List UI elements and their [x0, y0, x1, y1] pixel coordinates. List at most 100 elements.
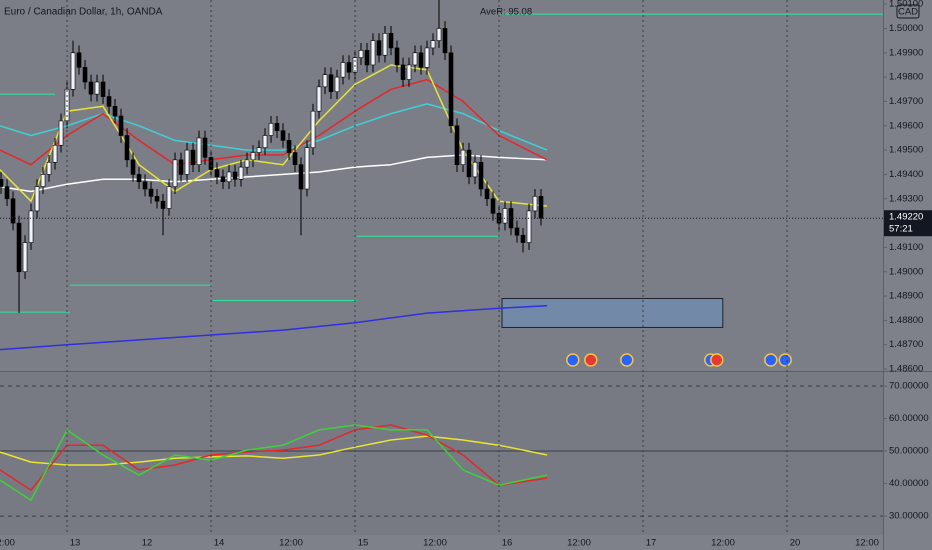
y-tick-label: 1.48600	[889, 364, 923, 375]
candle-body	[16, 222, 22, 273]
candle-body	[520, 234, 526, 243]
candle-body	[202, 137, 208, 158]
candle-body	[442, 28, 448, 54]
y-tick-label: 1.49800	[889, 72, 923, 83]
candle-body	[448, 52, 454, 127]
x-tick-label: 12:00	[855, 538, 879, 549]
candle-body	[22, 242, 28, 273]
x-tick-label: 20	[790, 538, 801, 549]
candle-body	[508, 208, 514, 229]
candle-body	[184, 149, 190, 175]
x-tick-label: 16	[502, 538, 513, 549]
candle-body	[526, 210, 532, 243]
y-tick-label: 50.00000	[889, 446, 929, 457]
price-plot	[0, 0, 883, 367]
candle-body	[178, 159, 184, 175]
candle-body	[154, 196, 160, 202]
candle-body	[172, 159, 178, 187]
candle-body	[388, 33, 394, 49]
candle-body	[262, 135, 268, 148]
y-tick-label: 1.49900	[889, 47, 923, 58]
y-tick-label: 1.50000	[889, 23, 923, 34]
candle-body	[436, 28, 442, 41]
candle-body	[286, 140, 292, 153]
indicator-annotation: AveR: 95.08	[480, 7, 532, 18]
candle-body	[370, 40, 376, 66]
candle-body	[148, 188, 154, 197]
candle-body	[28, 210, 34, 243]
candle-body	[382, 33, 388, 56]
y-tick-label: 1.49000	[889, 266, 923, 277]
y-tick-label: 1.48900	[889, 291, 923, 302]
oscillator-plot	[0, 385, 883, 517]
currency-label: CAD	[898, 7, 918, 18]
candle-body	[358, 50, 364, 58]
oscillator-pane	[0, 372, 883, 535]
x-tick-label: 14	[214, 538, 225, 549]
candle-body	[208, 157, 214, 170]
candle-body	[298, 164, 304, 190]
zone-box	[501, 298, 724, 328]
x-tick-label: 12:00	[423, 538, 447, 549]
y-tick-label: 1.48700	[889, 339, 923, 350]
candle-body	[232, 171, 238, 180]
candle-body	[106, 96, 112, 107]
y-tick-label: 1.49600	[889, 120, 923, 131]
last-price-tag	[884, 210, 932, 237]
symbol-title: Euro / Canadian Dollar, 1h, OANDA	[4, 7, 163, 18]
candle-body	[292, 152, 298, 165]
candle-body	[244, 159, 250, 168]
candle-body	[460, 149, 466, 165]
candle-body	[4, 186, 10, 200]
candle-body	[400, 64, 406, 80]
candle-body	[364, 50, 370, 66]
candle-body	[94, 81, 100, 95]
indicator-line	[0, 435, 548, 466]
event-icon	[566, 353, 580, 367]
candle-body	[274, 123, 280, 131]
candle-body	[220, 176, 226, 183]
indicator-line	[0, 64, 548, 207]
candle-body	[412, 52, 418, 66]
candle-body	[34, 186, 40, 212]
candle-body	[418, 52, 424, 68]
candle-body	[268, 123, 274, 136]
candle-body	[166, 186, 172, 209]
time-axis	[0, 535, 883, 550]
y-tick-label: 60.00000	[889, 413, 929, 424]
candle-body	[394, 47, 400, 66]
candle-body	[406, 64, 412, 80]
candle-body	[478, 161, 484, 190]
x-tick-label: 17	[646, 538, 657, 549]
candle-body	[346, 62, 352, 73]
x-tick-label: 12	[142, 538, 153, 549]
candle-body	[76, 52, 82, 68]
y-tick-label: 1.49100	[889, 242, 923, 253]
event-icon	[778, 353, 792, 367]
candle-body	[490, 198, 496, 214]
candle-body	[472, 161, 478, 178]
price-pane	[0, 0, 883, 371]
x-tick-label: 15	[358, 538, 369, 549]
y-tick-label: 1.49300	[889, 193, 923, 204]
candle-body	[118, 115, 124, 136]
x-tick-label: 12:00	[0, 538, 15, 549]
event-icon	[584, 353, 598, 367]
candle-body	[538, 196, 544, 219]
currency-tag	[896, 4, 920, 19]
candle-body	[0, 178, 4, 187]
indicator-line	[0, 78, 548, 166]
candle-body	[334, 76, 340, 93]
y-tick-label: 1.49500	[889, 145, 923, 156]
candle-body	[514, 227, 520, 236]
candle-body	[142, 181, 148, 190]
candle-body	[100, 81, 106, 97]
y-tick-label: 1.49400	[889, 169, 923, 180]
candle-body	[214, 169, 220, 178]
candle-body	[424, 47, 430, 68]
candle-body	[226, 171, 232, 183]
candle-body	[322, 74, 328, 88]
candle-body	[430, 40, 436, 49]
